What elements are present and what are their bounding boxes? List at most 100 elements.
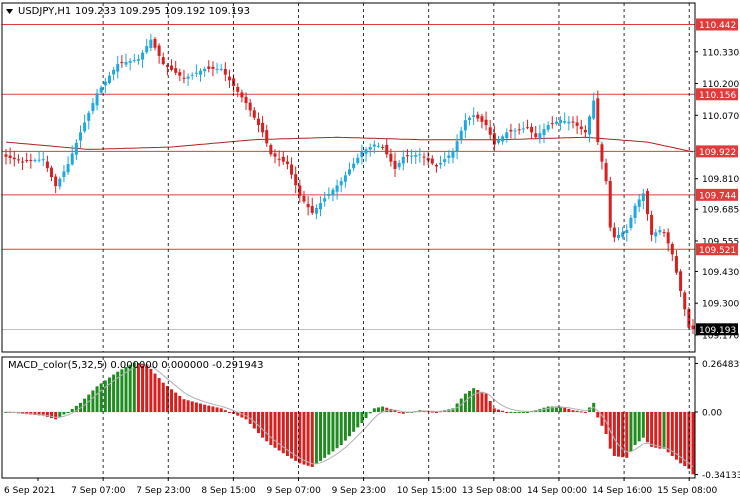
candle-body [381,146,385,148]
candle-body [376,145,380,147]
candle-body [348,169,351,175]
y-tick-label: 109.300 [702,300,739,310]
macd-histogram-bar [650,412,654,447]
candle-body [455,141,459,152]
macd-histogram-bar [269,412,273,445]
macd-histogram-bar [120,369,124,412]
macd-histogram-bar [393,410,397,412]
macd-histogram-bar [654,412,658,448]
candle-body [145,46,149,53]
candle-body [136,59,140,61]
candle-body [41,159,45,161]
macd-y-tick-label: -0.341335 [702,471,740,481]
macd-histogram-bar [112,374,116,412]
macd-histogram-bar [194,402,198,412]
macd-histogram-bar [54,412,58,420]
macd-histogram-bar [571,410,575,412]
candle-body [269,145,273,155]
macd-histogram-bar [563,407,567,412]
macd-histogram-bar [165,385,169,412]
candle-body [50,167,54,178]
candle-body [12,157,16,160]
macd-histogram-bar [74,405,78,412]
x-tick-label: 13 Sep 08:00 [462,486,522,496]
macd-histogram-bar [517,412,521,413]
candle-body [323,198,327,202]
candle-body [343,175,347,182]
candle-body [525,127,529,129]
candle-body [356,157,360,163]
candle-body [281,156,285,162]
candle-body [256,118,260,126]
candle-body [335,185,339,192]
candle-body [550,123,554,125]
candle-body [683,292,687,310]
candle-body [496,140,500,143]
macd-histogram-bar [662,412,666,449]
collapse-triangle-icon[interactable] [6,9,13,14]
macd-histogram-bar [103,380,107,412]
candle-body [434,164,438,167]
level-price-label: 109.521 [699,246,736,256]
candle-body [372,144,376,147]
macd-panel[interactable] [2,362,695,475]
macd-histogram-bar [153,373,157,412]
macd-histogram-bar [596,412,600,418]
candle-body [559,120,563,123]
macd-histogram-bar [261,412,265,438]
candle-body [629,217,633,228]
macd-histogram-bar [559,406,563,412]
macd-histogram-bar [91,390,95,412]
macd-histogram-bar [306,412,310,466]
macd-histogram-bar [236,412,240,416]
candle-body [530,127,534,133]
candle-body [459,130,463,140]
macd-histogram-bar [323,412,327,458]
macd-histogram-bar [426,411,430,413]
macd-histogram-bar [302,412,306,465]
y-tick-label: 109.810 [702,175,739,185]
candle-body [468,117,472,120]
x-tick-label: 6 Sep 2021 [4,486,55,496]
macd-histogram-bar [385,407,389,412]
macd-histogram-bar [327,412,331,455]
candle-body [488,127,492,135]
candle-body [360,151,364,158]
macd-histogram-bar [496,409,500,412]
macd-histogram-bar [600,412,604,426]
candle-body [215,68,219,70]
macd-histogram-bar [33,412,37,415]
macd-histogram-bar [645,412,649,443]
candle-body [472,115,476,118]
macd-histogram-bar [215,407,219,412]
candle-body [645,191,649,215]
candle-body [563,120,567,123]
macd-histogram-bar [480,391,484,412]
macd-histogram-bar [62,412,66,415]
candle-body [509,129,513,132]
price-frame [1,2,696,353]
candle-body [666,232,670,244]
macd-histogram-bar [687,412,691,469]
candle-body [604,163,608,182]
macd-histogram-bar [352,412,356,432]
macd-histogram-bar [223,410,227,412]
macd-histogram-bar [401,412,405,414]
candle-body [534,133,538,138]
macd-histogram-bar [683,412,687,467]
candle-body [298,185,302,196]
macd-histogram-bar [136,363,140,412]
candle-body [174,68,178,73]
candle-body [70,153,74,165]
candle-body [625,229,629,233]
macd-histogram-bar [207,405,211,412]
candle-body [368,146,372,150]
candle-body [103,81,107,86]
x-tick-label: 8 Sep 15:00 [201,486,256,496]
candle-body [674,256,678,273]
price-panel[interactable] [2,23,695,335]
macd-histogram-bar [265,412,269,442]
candle-body [608,181,612,228]
candle-body [207,66,211,69]
candle-body [554,121,558,124]
